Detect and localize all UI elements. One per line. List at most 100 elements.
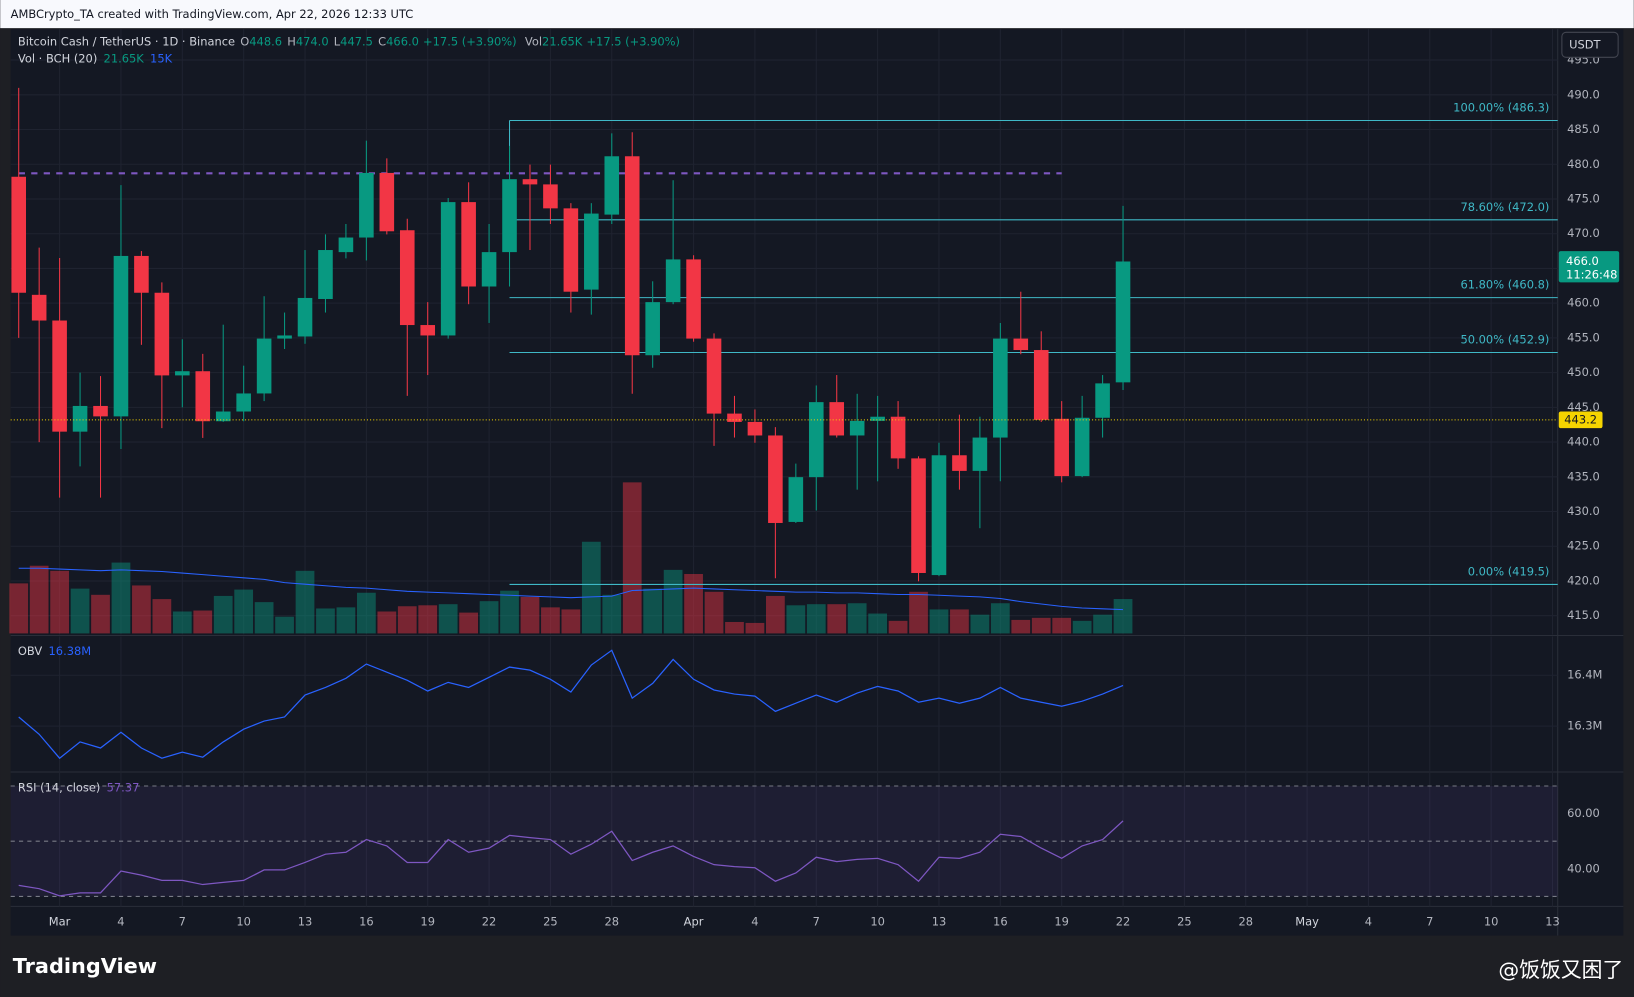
x-tick-label: 10 [1484,914,1499,928]
legend-value: 21.65K [104,51,145,65]
labels: Mar 4 7 10 13 16 19 22 25 28 Apr 4 7 10 13 16 19 22 25 28 Ma… [18,31,1620,928]
x-tick-label: 7 [179,914,186,928]
price-box [1558,251,1620,283]
volume-bar [234,589,254,634]
x-tick-label: 25 [543,914,558,928]
candle-body [952,455,967,471]
candle-body [808,402,824,478]
fib-label: 0.00% (419.5) [1468,564,1550,578]
candle-body [277,335,292,339]
candle-body [563,208,579,292]
candle-body [665,259,681,303]
candle-body [113,255,129,417]
volume-bar [1113,599,1133,634]
candle-body [1115,261,1131,383]
candle-body [134,255,149,293]
legend: OBV 16.38M [18,644,91,658]
candle-body [1054,418,1069,477]
legend-value: 474.0 [296,34,329,48]
x-tick-label: 22 [1116,914,1131,928]
volume-bar [970,614,990,634]
x-tick-label: 7 [813,914,820,928]
candle-body [420,325,436,336]
y-tick-label: 16.3M [1567,719,1602,733]
y-tick-label: 435.0 [1567,469,1600,483]
x-tick-label: 28 [1238,914,1253,928]
candle-body [993,338,1008,438]
y-tick-label: 440.0 [1567,435,1600,449]
y-tick-label: 480.0 [1567,157,1600,171]
candle-body [93,405,108,417]
candle-body [747,421,763,436]
currency-box [1561,31,1619,58]
volume-bar [70,588,90,634]
volume-bar [827,604,847,634]
candle-body [52,320,67,432]
volume-bar [254,602,274,634]
candle-body [788,477,804,522]
legend-value: 15K [150,51,173,65]
volume-bar [213,595,233,634]
candle-body [297,297,313,337]
candle-body [318,250,333,299]
rsi-band [10,785,1558,897]
volume-bar [1072,620,1092,634]
candle-body [604,156,620,215]
candle-body [890,416,906,459]
volume-bar [275,616,294,634]
legend-title: Vol · BCH (20) [18,51,97,65]
y-tick-label: 415.0 [1567,608,1600,622]
y-tick-label: 455.0 [1567,330,1600,344]
y-tick-label: 470.0 [1567,226,1600,240]
candle-body [175,371,190,376]
volume-bar [725,621,744,634]
legend-key: L [334,34,341,48]
candle-body [911,458,926,573]
y-tick-label: 430.0 [1567,504,1600,518]
legend-key: H [287,34,296,48]
candle-body [686,259,701,339]
volume-bar [377,611,397,634]
volume-bar [356,592,376,634]
volume-bar [316,608,335,634]
y-tick-label: 16.4M [1567,668,1602,682]
candle-body [379,172,395,232]
fib-label: 78.60% (472.0) [1460,200,1549,214]
fib-label: 100.00% (486.3) [1453,100,1549,114]
legend-value: 447.5 [340,34,373,48]
x-tick-label: 28 [604,914,619,928]
volume-bar [132,585,151,634]
legend-value: 16.38M [49,644,92,658]
volume-bar [295,570,315,634]
volume-bar [50,570,69,634]
volume-bar [336,607,356,634]
indicator-line [18,820,1124,897]
price-label: 466.0 [1566,254,1599,268]
x-tick-label: 4 [1365,914,1372,928]
legend-value: +17.5 (+3.90%) [423,34,517,48]
x-tick-label: Mar [49,914,71,928]
volume-bar [602,594,622,634]
candle-body [461,202,476,287]
volume-bar [520,596,540,634]
footer-brand: TradingView [13,954,157,978]
candle-body [440,202,456,336]
x-tick-label: 10 [870,914,885,928]
candle-body [399,230,415,326]
volume-bar [29,565,49,634]
x-tick-label: Apr [684,914,704,928]
x-tick-label: 13 [1545,914,1560,928]
x-tick-label: 19 [1054,914,1069,928]
candle-body [645,302,660,356]
volume-bar [152,599,172,634]
volume-bar [561,609,581,634]
volume-bar [909,591,928,634]
legend: Bitcoin Cash / TetherUS · 1D · Binance O4… [18,34,680,48]
y-tick-label: 60.00 [1567,806,1600,820]
fib-label: 61.80% (460.8) [1460,278,1549,292]
candle-body [849,420,865,436]
volume-bar [643,588,663,634]
volume-bar [950,609,969,634]
volume-bar [91,594,110,634]
